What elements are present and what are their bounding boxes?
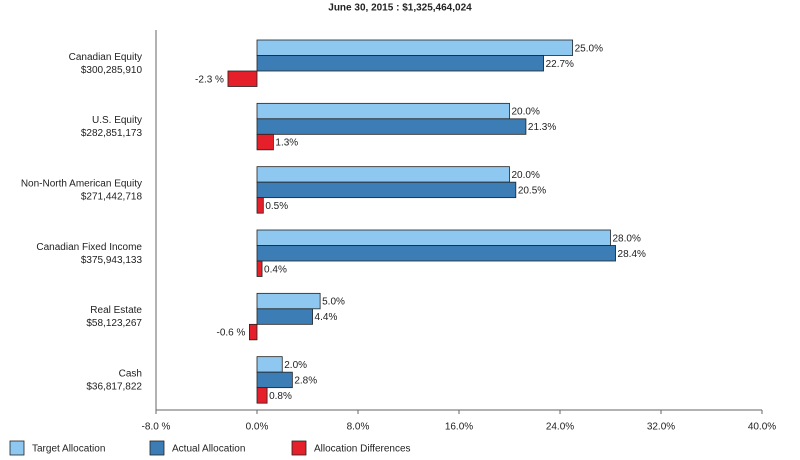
x-tick-label: 8.0% [347, 422, 370, 433]
category-amount: $58,123,267 [86, 318, 142, 329]
category-amount: $271,442,718 [81, 192, 143, 203]
bar [256, 39, 574, 56]
chart-title: June 30, 2015 : $1,325,464,024 [328, 3, 472, 14]
value-label: 28.4% [618, 249, 646, 260]
bar [256, 181, 517, 199]
value-label: -0.6 % [217, 328, 246, 339]
category-label: Canadian Equity [69, 52, 142, 63]
value-label: 20.0% [512, 170, 540, 181]
value-label: 28.0% [613, 233, 641, 244]
legend-label: Actual Allocation [172, 444, 245, 455]
legend-swatch [9, 440, 25, 456]
value-label: 21.3% [528, 122, 556, 133]
category-amount: $375,943,133 [81, 255, 143, 266]
bar [256, 292, 321, 310]
category-amount: $36,817,822 [86, 382, 142, 393]
value-label: 1.3% [275, 138, 298, 149]
legend-swatch [149, 440, 165, 456]
legend-label: Allocation Differences [314, 444, 411, 455]
bar [256, 55, 544, 72]
bar [256, 356, 283, 373]
value-label: 20.5% [518, 186, 546, 197]
value-label: 0.5% [265, 201, 288, 212]
value-label: 25.0% [575, 43, 603, 54]
value-label: 4.4% [315, 312, 338, 323]
value-label: 2.0% [284, 360, 307, 371]
legend-swatch [291, 440, 307, 456]
bar [256, 166, 510, 183]
value-label: 5.0% [322, 297, 345, 308]
category-amount: $282,851,173 [81, 128, 143, 139]
bar [256, 245, 616, 262]
bar [227, 70, 258, 87]
bar [256, 308, 313, 325]
x-tick-label: 16.0% [445, 422, 473, 433]
x-tick-label: -8.0 % [142, 422, 171, 433]
category-label: Cash [119, 369, 142, 380]
bar [256, 260, 263, 277]
x-tick-label: 40.0% [748, 422, 776, 433]
bar [256, 387, 268, 404]
bar [256, 133, 274, 151]
category-label: Real Estate [90, 305, 142, 316]
value-label: 2.8% [294, 376, 317, 387]
value-label: 0.8% [269, 391, 292, 402]
bar [256, 102, 510, 120]
legend-label: Target Allocation [32, 444, 105, 455]
value-label: 20.0% [512, 107, 540, 118]
category-amount: $300,285,910 [81, 65, 143, 76]
value-label: 22.7% [546, 59, 574, 70]
bar [249, 323, 258, 341]
bar [256, 371, 293, 389]
category-label: U.S. Equity [92, 115, 142, 126]
x-tick-label: 0.0% [246, 422, 269, 433]
value-label: 0.4% [264, 264, 287, 275]
value-label: -2.3 % [195, 74, 224, 85]
category-label: Canadian Fixed Income [36, 242, 142, 253]
x-tick-label: 32.0% [647, 422, 675, 433]
bar [256, 229, 611, 246]
category-label: Non-North American Equity [21, 179, 142, 190]
x-tick-label: 24.0% [546, 422, 574, 433]
bar [256, 118, 527, 135]
bar [256, 197, 264, 214]
